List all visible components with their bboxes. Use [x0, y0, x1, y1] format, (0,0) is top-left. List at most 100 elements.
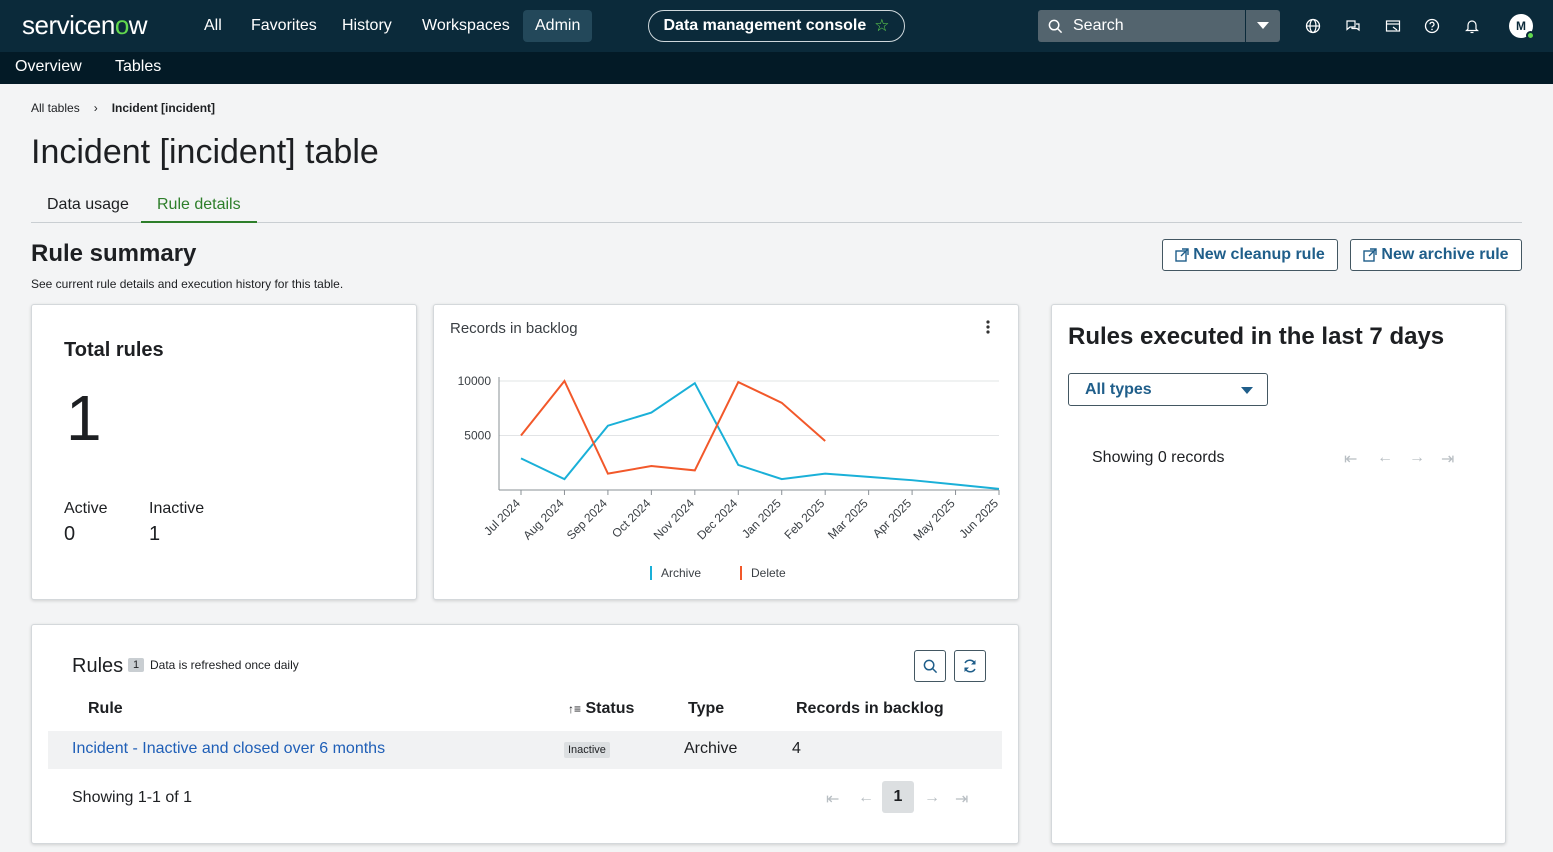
- servicenow-logo[interactable]: servicenow: [22, 10, 148, 40]
- type-filter-value: All types: [1085, 380, 1152, 398]
- notes-icon[interactable]: [1383, 16, 1403, 36]
- chat-icon[interactable]: [1343, 16, 1363, 36]
- tab-data-usage[interactable]: Data usage: [47, 196, 129, 213]
- prev-page-icon[interactable]: ←: [858, 789, 874, 806]
- total-rules-card: Total rules 1 Active 0 Inactive 1: [31, 304, 417, 600]
- active-value: 0: [64, 523, 76, 545]
- breadcrumb: All tables › Incident [incident]: [31, 101, 215, 115]
- page-title: Incident [incident] table: [31, 133, 379, 171]
- x-tick-label: Jun 2025: [956, 496, 1001, 541]
- context-title-pill[interactable]: Data management console ☆: [648, 10, 905, 42]
- table-row: Incident - Inactive and closed over 6 mo…: [48, 731, 1002, 769]
- tab-rule-details[interactable]: Rule details: [141, 196, 257, 223]
- inactive-value: 1: [149, 523, 161, 545]
- x-tick-label: Oct 2024: [609, 496, 654, 541]
- x-tick-label: Apr 2025: [870, 496, 915, 541]
- favorite-star-icon[interactable]: ☆: [874, 16, 890, 35]
- prev-page-icon[interactable]: ←: [1377, 449, 1393, 466]
- x-tick-label: Dec 2024: [694, 496, 740, 542]
- series-line-archive: [520, 381, 1000, 490]
- sub-navigation: Overview Tables: [0, 52, 1553, 84]
- column-header-status[interactable]: ↑≡ Status: [568, 700, 635, 717]
- column-header-type[interactable]: Type: [688, 700, 725, 717]
- column-header-backlog[interactable]: Records in backlog: [796, 700, 944, 717]
- tab-bar: Data usage Rule details: [31, 190, 1522, 223]
- rules-table-card: Rules 1 Data is refreshed once daily Rul…: [31, 624, 1019, 844]
- new-archive-rule-button[interactable]: New archive rule: [1350, 239, 1522, 271]
- y-tick-label: 5000: [464, 429, 491, 443]
- sort-icon: ↑≡: [568, 702, 582, 716]
- x-tick-label: Nov 2024: [651, 496, 697, 542]
- total-rules-title: Total rules: [64, 339, 164, 361]
- chart-title: Records in backlog: [450, 320, 578, 337]
- current-page-button[interactable]: 1: [882, 781, 914, 813]
- user-avatar[interactable]: M: [1509, 14, 1535, 40]
- breadcrumb-all-tables[interactable]: All tables: [31, 101, 80, 115]
- breadcrumb-current: Incident [incident]: [111, 101, 216, 115]
- x-tick-label: Feb 2025: [782, 496, 828, 542]
- legend-label: Archive: [661, 566, 701, 580]
- search-placeholder: Search: [1073, 17, 1124, 34]
- nav-workspaces[interactable]: Workspaces: [422, 17, 510, 34]
- rule-type: Archive: [684, 740, 738, 757]
- legend-label: Delete: [751, 566, 786, 580]
- nav-admin[interactable]: Admin: [523, 10, 593, 42]
- last-page-icon[interactable]: ⇥: [955, 791, 969, 808]
- next-page-icon[interactable]: →: [924, 789, 940, 806]
- inactive-label: Inactive: [149, 500, 205, 517]
- refresh-button[interactable]: [954, 650, 986, 682]
- search-icon: [1048, 19, 1063, 33]
- backlog-chart-card: Records in backlog 5000 10000 Jul 2024 Aug …: [433, 304, 1019, 600]
- presence-dot: [1526, 31, 1535, 40]
- x-tick-label: May 2025: [911, 496, 958, 543]
- x-tick-label: Aug 2024: [520, 496, 566, 542]
- nav-all[interactable]: All: [204, 17, 222, 34]
- type-filter-select[interactable]: All types: [1068, 373, 1268, 406]
- rule-backlog: 4: [792, 740, 801, 757]
- first-page-icon[interactable]: ⇤: [1344, 451, 1358, 468]
- new-cleanup-rule-button[interactable]: New cleanup rule: [1162, 239, 1338, 271]
- x-tick-label: Sep 2024: [564, 496, 610, 542]
- column-header-rule[interactable]: Rule: [88, 700, 123, 717]
- x-tick-label: Jan 2025: [739, 496, 784, 541]
- total-rules-value: 1: [66, 382, 102, 454]
- active-label: Active: [64, 500, 108, 517]
- context-title: Data management console: [663, 17, 867, 34]
- external-link-icon: [1175, 248, 1189, 262]
- next-page-icon[interactable]: →: [1409, 449, 1425, 466]
- search-button[interactable]: [914, 650, 946, 682]
- first-page-icon[interactable]: ⇤: [826, 791, 840, 808]
- subnav-overview[interactable]: Overview: [15, 58, 82, 75]
- x-tick-label: Mar 2025: [825, 496, 871, 542]
- subnav-tables[interactable]: Tables: [115, 58, 162, 75]
- bell-icon[interactable]: [1462, 16, 1482, 36]
- rules-executed-card: Rules executed in the last 7 days All ty…: [1051, 304, 1506, 844]
- search-scope-dropdown[interactable]: [1246, 10, 1280, 42]
- rules-title: Rules: [72, 655, 124, 677]
- search-icon: [923, 659, 937, 673]
- chevron-right-icon: ›: [93, 101, 98, 115]
- help-icon[interactable]: [1422, 16, 1442, 36]
- refresh-note: Data is refreshed once daily: [150, 658, 299, 672]
- nav-favorites[interactable]: Favorites: [251, 17, 317, 34]
- status-badge: Inactive: [564, 742, 610, 758]
- x-tick-label: Jul 2024: [481, 496, 523, 538]
- refresh-icon: [964, 659, 976, 673]
- last-page-icon[interactable]: ⇥: [1441, 451, 1455, 468]
- global-search-input[interactable]: Search: [1038, 10, 1245, 42]
- section-description: See current rule details and execution h…: [31, 277, 344, 291]
- rule-link[interactable]: Incident - Inactive and closed over 6 mo…: [72, 740, 386, 757]
- series-line-delete: [520, 379, 826, 475]
- nav-history[interactable]: History: [342, 17, 392, 34]
- y-tick-label: 10000: [458, 374, 492, 388]
- external-link-icon: [1363, 248, 1378, 262]
- chevron-down-icon: [1257, 22, 1269, 29]
- section-title: Rule summary: [31, 240, 197, 267]
- executed-showing-text: Showing 0 records: [1092, 449, 1225, 466]
- top-navigation-bar: servicenow All Favorites History Workspa…: [0, 0, 1553, 52]
- globe-icon[interactable]: [1303, 16, 1323, 36]
- rules-executed-title: Rules executed in the last 7 days: [1068, 323, 1445, 350]
- rules-count-badge: 1: [128, 658, 145, 672]
- more-options-icon[interactable]: [986, 320, 990, 339]
